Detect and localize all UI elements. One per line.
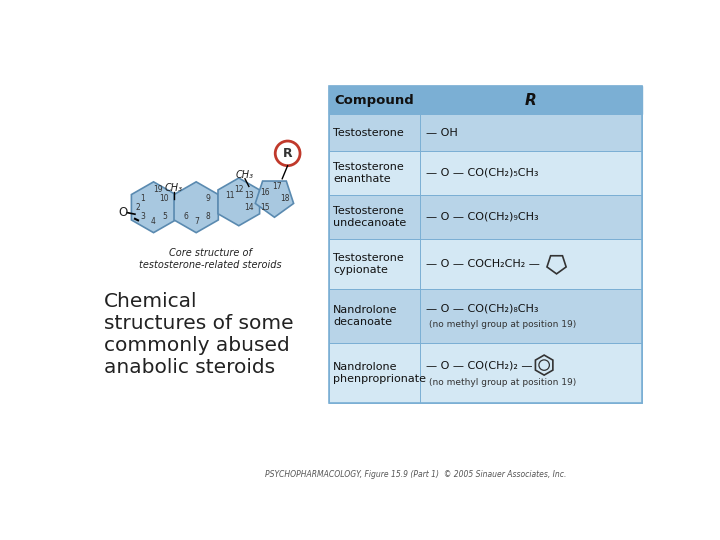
Text: — O — CO(CH₂)₉CH₃: — O — CO(CH₂)₉CH₃ <box>426 212 539 222</box>
Text: — O — COCH₂CH₂ —: — O — COCH₂CH₂ — <box>426 259 540 269</box>
Text: Nandrolone
decanoate: Nandrolone decanoate <box>333 305 398 327</box>
FancyBboxPatch shape <box>329 239 642 289</box>
FancyBboxPatch shape <box>329 151 642 195</box>
Text: — O — CO(CH₂)₂ —: — O — CO(CH₂)₂ — <box>426 360 533 370</box>
Text: 7: 7 <box>194 218 199 226</box>
Polygon shape <box>174 182 218 233</box>
Text: 17: 17 <box>272 182 282 191</box>
Text: 1: 1 <box>140 194 145 203</box>
Text: Testosterone
undecanoate: Testosterone undecanoate <box>333 206 407 228</box>
Polygon shape <box>132 182 176 233</box>
FancyBboxPatch shape <box>329 343 642 403</box>
FancyBboxPatch shape <box>329 114 642 151</box>
Circle shape <box>275 141 300 166</box>
Text: Core structure of
testosterone-related steroids: Core structure of testosterone-related s… <box>139 248 282 269</box>
Text: Chemical
structures of some
commonly abused
anabolic steroids: Chemical structures of some commonly abu… <box>104 292 294 377</box>
Text: Testosterone: Testosterone <box>333 127 404 138</box>
Text: 18: 18 <box>281 193 290 202</box>
FancyBboxPatch shape <box>329 195 642 239</box>
Text: — O — CO(CH₂)₈CH₃: — O — CO(CH₂)₈CH₃ <box>426 304 539 314</box>
Text: Testosterone
cypionate: Testosterone cypionate <box>333 253 404 275</box>
Text: PSYCHOPHARMACOLOGY, Figure 15.9 (Part 1)  © 2005 Sinauer Associates, Inc.: PSYCHOPHARMACOLOGY, Figure 15.9 (Part 1)… <box>265 470 566 479</box>
Text: 16: 16 <box>261 188 270 197</box>
Text: (no methyl group at position 19): (no methyl group at position 19) <box>429 377 577 387</box>
Text: 3: 3 <box>140 212 145 221</box>
Text: Compound: Compound <box>335 94 414 107</box>
Text: Testosterone
enanthate: Testosterone enanthate <box>333 162 404 184</box>
Text: 5: 5 <box>162 212 167 221</box>
Text: R: R <box>525 93 537 107</box>
Text: Nandrolone
phenproprionate: Nandrolone phenproprionate <box>333 362 426 383</box>
Text: 12: 12 <box>234 185 243 194</box>
Text: — O — CO(CH₂)₅CH₃: — O — CO(CH₂)₅CH₃ <box>426 168 539 178</box>
Text: CH₃: CH₃ <box>236 170 254 180</box>
Text: — OH: — OH <box>426 127 458 138</box>
Polygon shape <box>218 178 260 226</box>
Text: 2: 2 <box>135 202 140 212</box>
Text: 9: 9 <box>205 194 210 203</box>
Text: CH₃: CH₃ <box>165 183 183 193</box>
Text: (no methyl group at position 19): (no methyl group at position 19) <box>429 320 577 329</box>
Text: 14: 14 <box>244 202 253 212</box>
Text: 11: 11 <box>225 191 234 200</box>
Text: O: O <box>118 206 127 219</box>
FancyBboxPatch shape <box>329 289 642 343</box>
Text: 4: 4 <box>151 218 156 226</box>
Polygon shape <box>256 181 294 217</box>
FancyBboxPatch shape <box>329 86 642 114</box>
Text: R: R <box>283 147 292 160</box>
Text: 8: 8 <box>205 212 210 221</box>
Text: 10: 10 <box>160 194 169 203</box>
Text: 19: 19 <box>153 185 163 194</box>
Text: 13: 13 <box>244 191 253 200</box>
Text: 15: 15 <box>261 202 270 212</box>
Text: 6: 6 <box>184 212 189 221</box>
